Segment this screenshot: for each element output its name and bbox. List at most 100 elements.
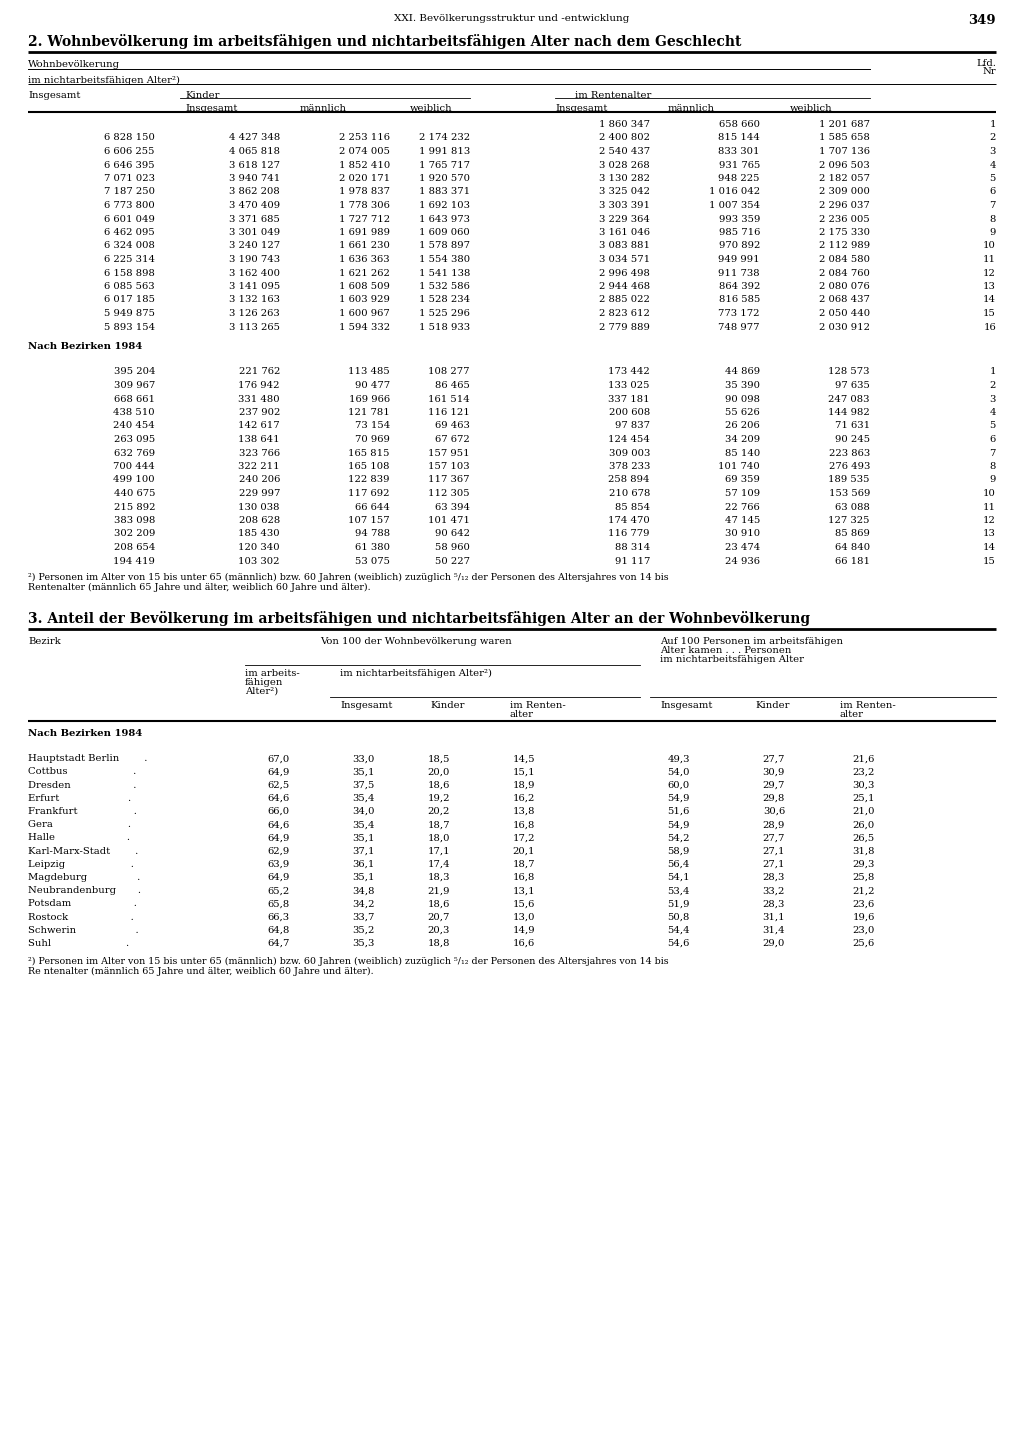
Text: 21,6: 21,6 — [853, 754, 874, 763]
Text: 17,1: 17,1 — [427, 846, 450, 855]
Text: 90 477: 90 477 — [355, 381, 390, 391]
Text: 107 157: 107 157 — [348, 517, 390, 525]
Text: 15: 15 — [983, 310, 996, 318]
Text: 6: 6 — [990, 436, 996, 444]
Text: 30,9: 30,9 — [763, 767, 785, 777]
Text: 13: 13 — [983, 282, 996, 291]
Text: im Rentenalter: im Rentenalter — [575, 91, 651, 100]
Text: 2 182 057: 2 182 057 — [819, 174, 870, 182]
Text: 25,1: 25,1 — [853, 794, 874, 803]
Text: 7: 7 — [989, 449, 996, 457]
Text: 2 112 989: 2 112 989 — [819, 242, 870, 250]
Text: 2 080 076: 2 080 076 — [819, 282, 870, 291]
Text: 28,3: 28,3 — [763, 873, 785, 883]
Text: 3 325 042: 3 325 042 — [599, 188, 650, 197]
Text: 22 766: 22 766 — [725, 502, 760, 511]
Text: alter: alter — [840, 710, 864, 719]
Text: 85 140: 85 140 — [725, 449, 760, 457]
Text: 34,0: 34,0 — [352, 807, 375, 816]
Text: 23,2: 23,2 — [853, 767, 874, 777]
Text: 700 444: 700 444 — [114, 462, 155, 472]
Text: 64,8: 64,8 — [267, 926, 290, 935]
Text: 6 601 049: 6 601 049 — [104, 214, 155, 223]
Text: 1 554 380: 1 554 380 — [419, 255, 470, 263]
Text: 117 692: 117 692 — [348, 489, 390, 498]
Text: 51,6: 51,6 — [668, 807, 690, 816]
Text: 1 541 138: 1 541 138 — [419, 269, 470, 278]
Text: 1 528 234: 1 528 234 — [419, 295, 470, 304]
Text: Potsdam                    .: Potsdam . — [28, 900, 137, 909]
Text: 1 578 897: 1 578 897 — [419, 242, 470, 250]
Text: 54,9: 54,9 — [668, 794, 690, 803]
Text: 47 145: 47 145 — [725, 517, 760, 525]
Text: 20,2: 20,2 — [428, 807, 450, 816]
Text: 10: 10 — [983, 242, 996, 250]
Text: 116 779: 116 779 — [608, 530, 650, 538]
Text: 1 532 586: 1 532 586 — [419, 282, 470, 291]
Text: Halle                       .: Halle . — [28, 833, 130, 842]
Text: 157 103: 157 103 — [428, 462, 470, 472]
Text: 35,1: 35,1 — [352, 873, 375, 883]
Text: 44 869: 44 869 — [725, 368, 760, 376]
Text: 1 525 296: 1 525 296 — [419, 310, 470, 318]
Text: 7 187 250: 7 187 250 — [104, 188, 155, 197]
Text: 36,1: 36,1 — [352, 860, 375, 868]
Text: 63 088: 63 088 — [836, 502, 870, 511]
Text: 55 626: 55 626 — [725, 408, 760, 417]
Text: 1 621 262: 1 621 262 — [339, 269, 390, 278]
Text: im nichtarbeitsfähigen Alter²): im nichtarbeitsfähigen Alter²) — [340, 669, 492, 679]
Text: 165 108: 165 108 — [348, 462, 390, 472]
Text: 221 762: 221 762 — [239, 368, 280, 376]
Text: 21,9: 21,9 — [427, 886, 450, 896]
Text: 90 642: 90 642 — [435, 530, 470, 538]
Text: 3 161 046: 3 161 046 — [599, 229, 650, 237]
Text: Karl-Marx-Stadt        .: Karl-Marx-Stadt . — [28, 846, 138, 855]
Text: 189 535: 189 535 — [828, 476, 870, 485]
Text: 66 181: 66 181 — [835, 557, 870, 566]
Text: 64 840: 64 840 — [835, 543, 870, 551]
Text: Bezirk: Bezirk — [28, 637, 60, 645]
Text: 3 371 685: 3 371 685 — [229, 214, 280, 223]
Text: 337 181: 337 181 — [608, 395, 650, 404]
Text: 263 095: 263 095 — [114, 436, 155, 444]
Text: im arbeits-: im arbeits- — [245, 669, 300, 679]
Text: Kinder: Kinder — [185, 91, 219, 100]
Text: ²) Personen im Alter von 15 bis unter 65 (männlich) bzw. 60 Jahren (weiblich) zu: ²) Personen im Alter von 15 bis unter 65… — [28, 573, 669, 582]
Text: 116 121: 116 121 — [428, 408, 470, 417]
Text: 34,8: 34,8 — [352, 886, 375, 896]
Text: 1 518 933: 1 518 933 — [419, 323, 470, 331]
Text: 65,2: 65,2 — [267, 886, 290, 896]
Text: 4 065 818: 4 065 818 — [229, 148, 280, 156]
Text: 124 454: 124 454 — [608, 436, 650, 444]
Text: 65,8: 65,8 — [267, 900, 290, 909]
Text: 833 301: 833 301 — [719, 148, 760, 156]
Text: 85 869: 85 869 — [836, 530, 870, 538]
Text: 993 359: 993 359 — [719, 214, 760, 223]
Text: 91 117: 91 117 — [614, 557, 650, 566]
Text: 1 636 363: 1 636 363 — [339, 255, 390, 263]
Text: 911 738: 911 738 — [719, 269, 760, 278]
Text: 3 141 095: 3 141 095 — [228, 282, 280, 291]
Text: 113 485: 113 485 — [348, 368, 390, 376]
Text: 62,5: 62,5 — [267, 780, 290, 790]
Text: 34 209: 34 209 — [725, 436, 760, 444]
Text: 64,6: 64,6 — [267, 820, 290, 829]
Text: 16,8: 16,8 — [513, 873, 535, 883]
Text: 101 471: 101 471 — [428, 517, 470, 525]
Text: 60,0: 60,0 — [668, 780, 690, 790]
Text: 2 084 760: 2 084 760 — [819, 269, 870, 278]
Text: 54,9: 54,9 — [668, 820, 690, 829]
Text: 144 982: 144 982 — [828, 408, 870, 417]
Text: 49,3: 49,3 — [668, 754, 690, 763]
Text: 1 600 967: 1 600 967 — [339, 310, 390, 318]
Text: 15,1: 15,1 — [512, 767, 535, 777]
Text: 2 030 912: 2 030 912 — [819, 323, 870, 331]
Text: 63 394: 63 394 — [435, 502, 470, 511]
Text: 54,1: 54,1 — [668, 873, 690, 883]
Text: Magdeburg                .: Magdeburg . — [28, 873, 140, 883]
Text: 169 966: 169 966 — [349, 395, 390, 404]
Text: 157 951: 157 951 — [428, 449, 470, 457]
Text: 13,1: 13,1 — [512, 886, 535, 896]
Text: 97 635: 97 635 — [836, 381, 870, 391]
Text: 247 083: 247 083 — [828, 395, 870, 404]
